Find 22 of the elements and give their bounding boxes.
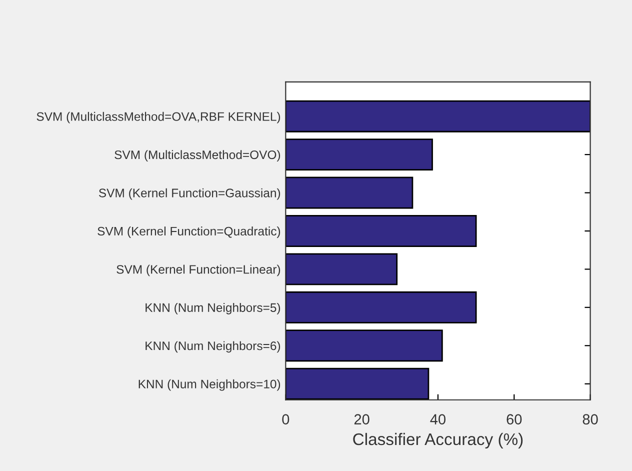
bar [286, 291, 477, 324]
y-tick-label: KNN (Num Neighbors=5) [146, 302, 280, 314]
x-axis-title: Classifier Accuracy (%) [353, 432, 523, 448]
bar [286, 215, 477, 247]
x-tick-label: 60 [506, 414, 522, 424]
y-tick-label: KNN (Num Neighbors=10) [138, 379, 280, 391]
bar [286, 176, 414, 209]
bar [286, 330, 443, 362]
y-tick-label: SVM (MulticlassMethod=OVA,RBF KERNEL) [36, 112, 280, 124]
y-tick-label: KNN (Num Neighbors=6) [146, 341, 280, 353]
bar [286, 138, 433, 171]
x-tick-label: 0 [282, 414, 290, 424]
y-tick-label: SVM (Kernel Function=Gaussian) [98, 188, 280, 200]
y-tick-label: SVM (MulticlassMethod=OVO) [114, 150, 280, 162]
x-tick-label: 20 [354, 414, 370, 424]
x-tick-label: 80 [582, 414, 598, 424]
x-tick-label: 40 [430, 414, 446, 424]
bar [286, 253, 398, 286]
y-tick-label: SVM (Kernel Function=Linear) [116, 264, 280, 276]
bar [286, 100, 590, 132]
y-tick-label: SVM (Kernel Function=Quadratic) [98, 226, 280, 238]
bar [286, 368, 430, 400]
